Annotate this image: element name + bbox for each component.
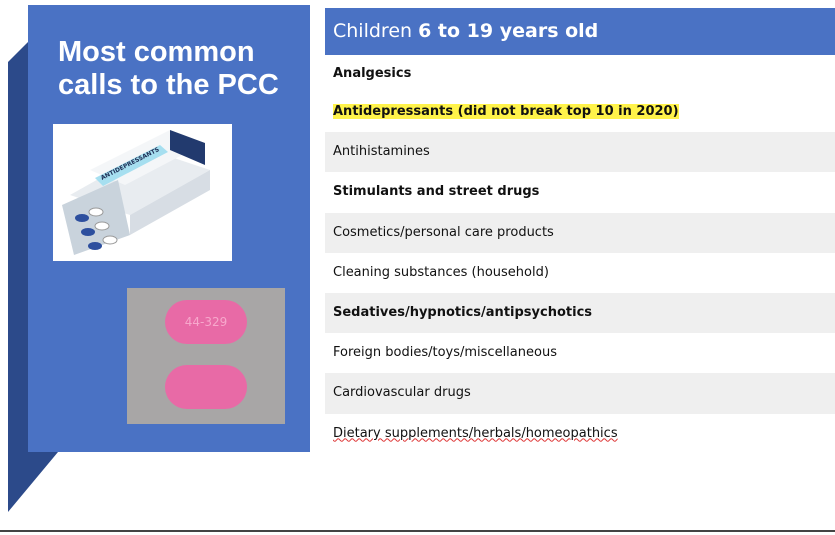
slide: {"panel": {"title": "Most common calls t…: [0, 0, 835, 535]
row-text: Analgesics: [333, 66, 411, 81]
table-row: Sedatives/hypnotics/antipsychotics: [325, 293, 835, 333]
header-age: 6 to 19 years old: [418, 20, 598, 42]
row-text: Antidepressants (did not break top 10 in…: [333, 104, 679, 119]
table-row: Stimulants and street drugs: [325, 172, 835, 212]
table-row: Cardiovascular drugs: [325, 373, 835, 413]
row-text: Stimulants and street drugs: [333, 184, 539, 199]
table-row: Foreign bodies/toys/miscellaneous: [325, 333, 835, 373]
table-header: Children 6 to 19 years old: [325, 8, 835, 55]
table-row: Analgesics: [325, 55, 835, 92]
row-text: Foreign bodies/toys/miscellaneous: [333, 345, 557, 360]
row-text: Dietary supplements/herbals/homeopathics: [333, 426, 618, 441]
pill: [165, 365, 247, 409]
panel-title: Most common calls to the PCC: [58, 36, 298, 102]
table-row: Antidepressants (did not break top 10 in…: [325, 92, 835, 132]
table-row: Cleaning substances (household): [325, 253, 835, 293]
table-row: Cosmetics/personal care products: [325, 213, 835, 253]
row-text: Cleaning substances (household): [333, 265, 549, 280]
table-row: Dietary supplements/herbals/homeopathics: [325, 414, 835, 454]
row-text: Antihistamines: [333, 144, 430, 159]
pill-imprint: 44-329: [185, 315, 228, 329]
table-row: Antihistamines: [325, 132, 835, 172]
table: Analgesics Antidepressants (did not break…: [325, 55, 835, 454]
row-text: Cardiovascular drugs: [333, 385, 471, 400]
header-text: Children: [333, 20, 418, 42]
row-text: Cosmetics/personal care products: [333, 225, 554, 240]
row-text: Sedatives/hypnotics/antipsychotics: [333, 305, 592, 320]
